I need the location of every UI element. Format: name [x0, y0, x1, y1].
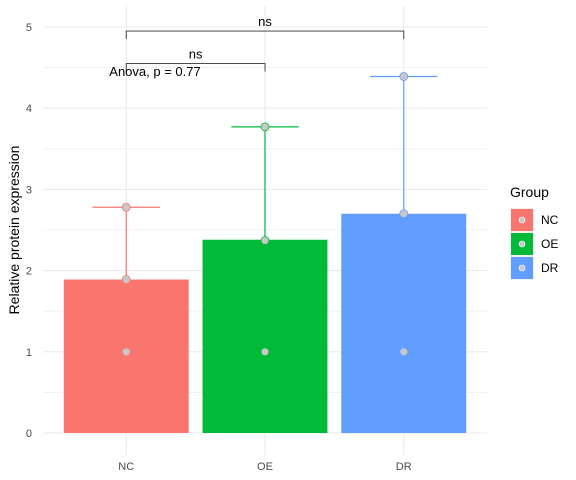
data-point	[399, 209, 409, 219]
y-axis-title: Relative protein expression	[6, 146, 22, 315]
bar-oe	[202, 239, 328, 433]
bracket-label: ns	[258, 14, 272, 29]
x-tick-label: DR	[396, 461, 412, 473]
bracket-line	[125, 30, 405, 40]
y-tick-label: 3	[26, 184, 32, 196]
data-point	[399, 72, 409, 81]
bars	[63, 213, 467, 433]
legend-point	[518, 264, 526, 272]
x-tick-label: OE	[257, 461, 273, 473]
data-point	[121, 347, 131, 357]
y-tick-label: 2	[26, 266, 32, 278]
data-point	[260, 347, 270, 357]
legend-point	[518, 240, 526, 248]
y-tick-label: 1	[26, 347, 32, 359]
legend-label: DR	[541, 261, 559, 275]
x-tick-label: NC	[118, 461, 134, 473]
significance-brackets: ns ns	[125, 14, 405, 72]
data-point	[121, 202, 131, 212]
legend-title: Group	[510, 184, 549, 200]
legend: Group NC OE DR	[510, 184, 559, 280]
data-point	[399, 347, 409, 357]
legend-point	[518, 216, 526, 224]
data-points	[121, 72, 409, 357]
legend-label: OE	[541, 237, 558, 251]
data-point	[260, 122, 270, 132]
data-point	[121, 275, 131, 284]
y-tick-label: 0	[26, 428, 32, 440]
x-tick-labels: NC OE DR	[118, 461, 411, 473]
bracket-line	[125, 63, 266, 72]
anova-annotation: Anova, p = 0.77	[109, 64, 200, 79]
y-tick-label: 4	[26, 103, 32, 115]
bar-nc	[63, 279, 189, 433]
bracket-label: ns	[189, 47, 203, 62]
legend-label: NC	[541, 213, 559, 227]
y-tick-labels: 0 1 2 3 4 5	[26, 22, 32, 440]
bar-dr	[341, 213, 467, 433]
y-tick-label: 5	[26, 22, 32, 34]
data-point	[260, 236, 270, 245]
